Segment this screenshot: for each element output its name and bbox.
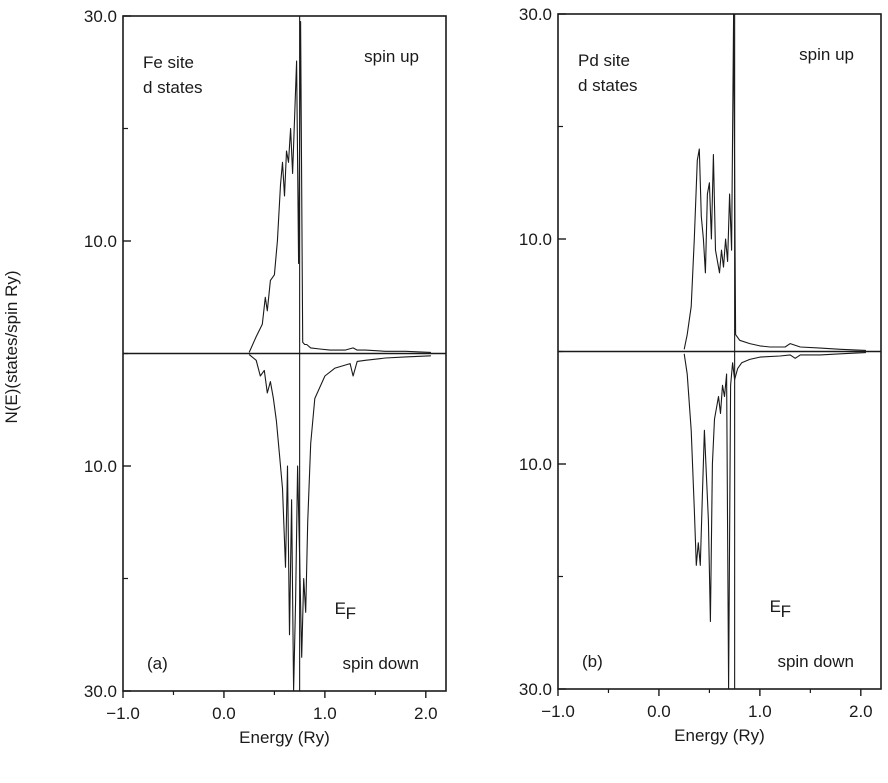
y-tick-label: 30.0	[519, 680, 552, 699]
fermi-level-label: E	[770, 597, 781, 616]
spin-down-label: spin down	[342, 654, 419, 673]
x-tick-label: 0.0	[212, 704, 236, 723]
y-tick-label: 10.0	[519, 455, 552, 474]
y-tick-label: 30.0	[84, 7, 117, 26]
x-tick-label: 2.0	[849, 702, 873, 721]
x-tick-label: 2.0	[414, 704, 438, 723]
site-label: Pd site	[578, 51, 630, 70]
y-tick-label: 30.0	[84, 682, 117, 701]
fermi-level-label: E	[335, 599, 346, 618]
x-tick-label: −1.0	[106, 704, 140, 723]
y-tick-label: 10.0	[84, 232, 117, 251]
series-line-spin-down	[248, 354, 431, 692]
panel-b: 30.0 10.0 10.0 30.0 −1.0 0.0 1.0 2.0 Energy (Ry)…	[519, 5, 882, 745]
fermi-level-subscript: F	[781, 602, 791, 621]
y-tick-label: 10.0	[84, 457, 117, 476]
states-label: d states	[143, 78, 203, 97]
spin-up-label: spin up	[364, 47, 419, 66]
spin-down-label: spin down	[777, 652, 854, 671]
y-axis-title: N(E)(states/spin Ry)	[2, 270, 21, 423]
series-line-spin-up	[248, 21, 431, 353]
y-tick-label: 10.0	[519, 230, 552, 249]
x-axis-title: Energy (Ry)	[674, 726, 765, 745]
states-label: d states	[578, 76, 638, 95]
y-tick-label: 30.0	[519, 5, 552, 24]
series-line-spin-down	[683, 352, 866, 690]
x-tick-label: −1.0	[541, 702, 575, 721]
x-tick-label: 1.0	[313, 704, 337, 723]
spin-up-label: spin up	[799, 45, 854, 64]
x-axis-title: Energy (Ry)	[239, 728, 330, 747]
panel-label: (b)	[582, 652, 603, 671]
site-label: Fe site	[143, 53, 194, 72]
fermi-level-subscript: F	[346, 604, 356, 623]
panel-label: (a)	[147, 654, 168, 673]
x-tick-label: 1.0	[748, 702, 772, 721]
series-line-spin-up	[683, 13, 866, 351]
x-tick-label: 0.0	[647, 702, 671, 721]
panel-a: 30.0 10.0 10.0 30.0 −1.0 0.0 1.0 2.0 Energy (Ry)…	[84, 7, 447, 747]
